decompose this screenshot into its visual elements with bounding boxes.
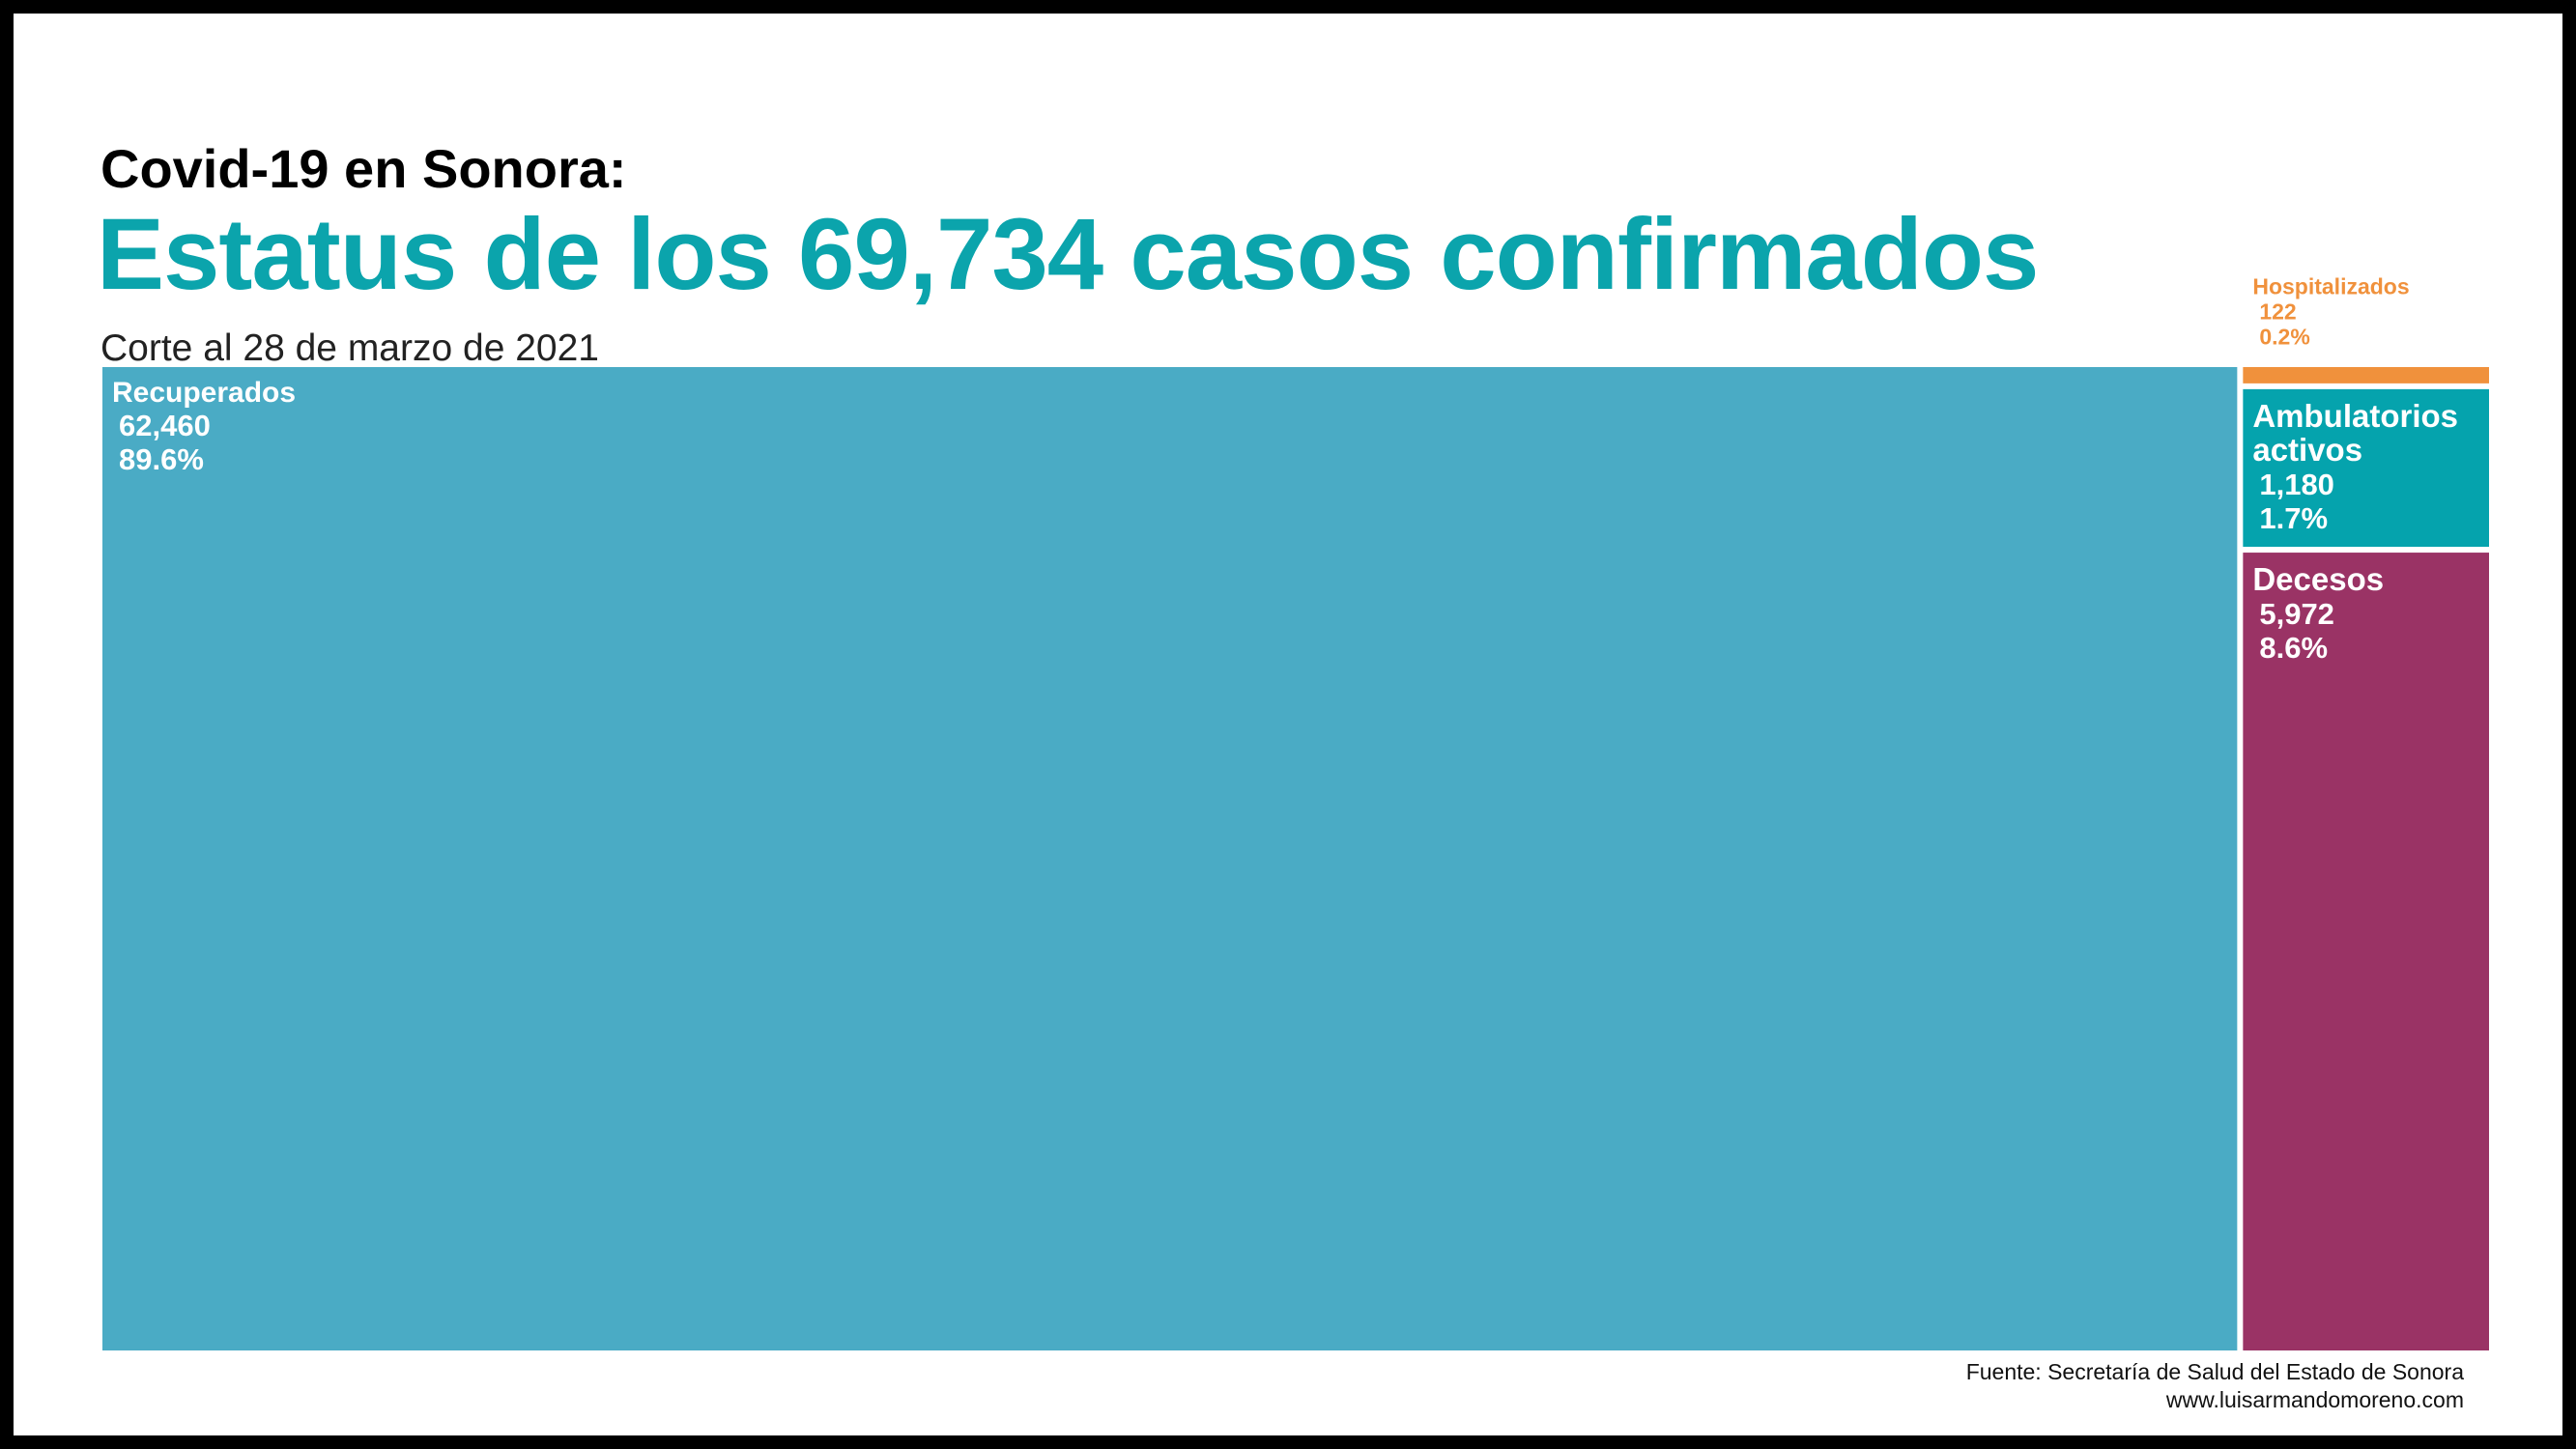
treemap-chart: Recuperados62,46089.6%Hospitalizados1220… [102,273,2489,1350]
tile-value-decesos: 5,972 [2259,597,2334,631]
chart-kicker: Covid-19 en Sonora: [100,138,627,199]
tile-percent-ambulatorios-activos: 1.7% [2259,501,2328,535]
tile-value-ambulatorios-activos: 1,180 [2259,468,2334,501]
tile-name-ambulatorios-activos: activos [2252,432,2362,468]
tile-rect-recuperados [102,367,2238,1350]
tile-percent-recuperados: 89.6% [119,442,204,476]
tile-rect-hospitalizados [2243,367,2489,384]
tile-value-recuperados: 62,460 [119,409,211,442]
tile-percent-hospitalizados: 0.2% [2259,324,2309,349]
source-text: Fuente: Secretaría de Salud del Estado d… [1965,1359,2464,1384]
website-text: www.luisarmandomoreno.com [2165,1386,2464,1412]
tile-name-decesos: Decesos [2252,561,2384,597]
tile-rect-ambulatorios-activos [2243,388,2489,548]
tile-value-hospitalizados: 122 [2259,298,2296,324]
tile-name-ambulatorios-activos: Ambulatorios [2252,398,2458,434]
tile-name-hospitalizados: Hospitalizados [2252,273,2409,298]
chart-frame: Covid-19 en Sonora: Estatus de los 69,73… [14,14,2562,1435]
chart-subtitle: Corte al 28 de marzo de 2021 [100,327,599,369]
chart-title: Estatus de los 69,734 casos confirmados [97,198,2039,311]
tile-percent-decesos: 8.6% [2259,631,2328,665]
tile-rect-decesos [2243,553,2489,1350]
chart-source: Fuente: Secretaría de Salud del Estado d… [1966,1358,2464,1414]
tile-name-recuperados: Recuperados [112,377,296,409]
